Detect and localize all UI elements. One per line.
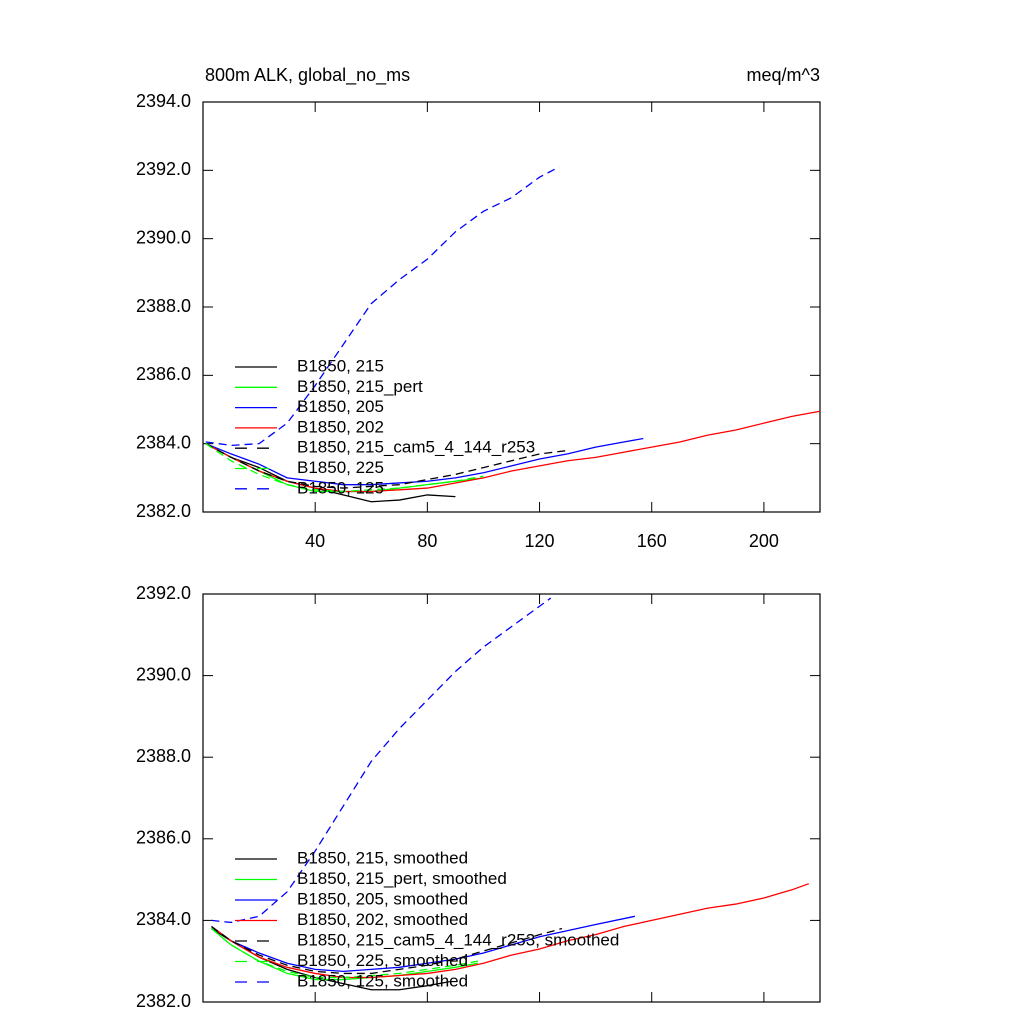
y-tick-label: 2386.0 — [136, 828, 191, 848]
y-tick-label: 2392.0 — [136, 583, 191, 603]
series-line — [205, 443, 568, 489]
y-tick-label: 2382.0 — [136, 501, 191, 521]
y-tick-label: 2392.0 — [136, 159, 191, 179]
units-label: meq/m^3 — [747, 65, 820, 85]
legend-label: B1850, 215, smoothed — [297, 848, 468, 867]
y-tick-label: 2390.0 — [136, 227, 191, 247]
y-tick-label: 2394.0 — [136, 91, 191, 111]
y-tick-label: 2382.0 — [136, 991, 191, 1011]
legend-label: B1850, 215_pert — [297, 377, 423, 396]
legend-label: B1850, 215_cam5_4_144_r253 — [297, 438, 535, 457]
x-tick-label: 200 — [749, 531, 779, 551]
plot-frame — [202, 593, 821, 1003]
series-line — [211, 883, 810, 979]
y-tick-label: 2388.0 — [136, 746, 191, 766]
legend-label: B1850, 125 — [297, 478, 384, 497]
chart-title: 800m ALK, global_no_ms — [205, 65, 410, 86]
legend-label: B1850, 215 — [297, 356, 384, 375]
series-line — [205, 410, 821, 493]
y-tick-label: 2384.0 — [136, 432, 191, 452]
legend-label: B1850, 202 — [297, 417, 384, 436]
x-tick-label: 160 — [637, 531, 667, 551]
legend-label: B1850, 205, smoothed — [297, 889, 468, 908]
series-line — [211, 925, 563, 975]
series-line — [205, 437, 644, 486]
series-line — [211, 597, 552, 924]
legend-label: B1850, 225 — [297, 458, 384, 477]
legend-label: B1850, 215_cam5_4_144_r253, smoothed — [297, 930, 619, 949]
legend-label: B1850, 225, smoothed — [297, 951, 468, 970]
series-line — [205, 443, 484, 493]
legend-label: B1850, 205 — [297, 397, 384, 416]
x-tick-label: 120 — [525, 531, 555, 551]
series-line — [210, 928, 478, 981]
x-tick-label: 40 — [305, 531, 325, 551]
y-tick-label: 2386.0 — [136, 364, 191, 384]
legend-label: B1850, 125, smoothed — [297, 971, 468, 990]
y-tick-label: 2384.0 — [136, 909, 191, 929]
series-line — [211, 915, 636, 973]
y-tick-label: 2388.0 — [136, 296, 191, 316]
y-tick-label: 2390.0 — [136, 664, 191, 684]
series-line — [205, 166, 560, 447]
legend-label: B1850, 202, smoothed — [297, 910, 468, 929]
series-line — [210, 928, 478, 979]
legend-label: B1850, 215_pert, smoothed — [297, 869, 507, 888]
x-tick-label: 80 — [417, 531, 437, 551]
